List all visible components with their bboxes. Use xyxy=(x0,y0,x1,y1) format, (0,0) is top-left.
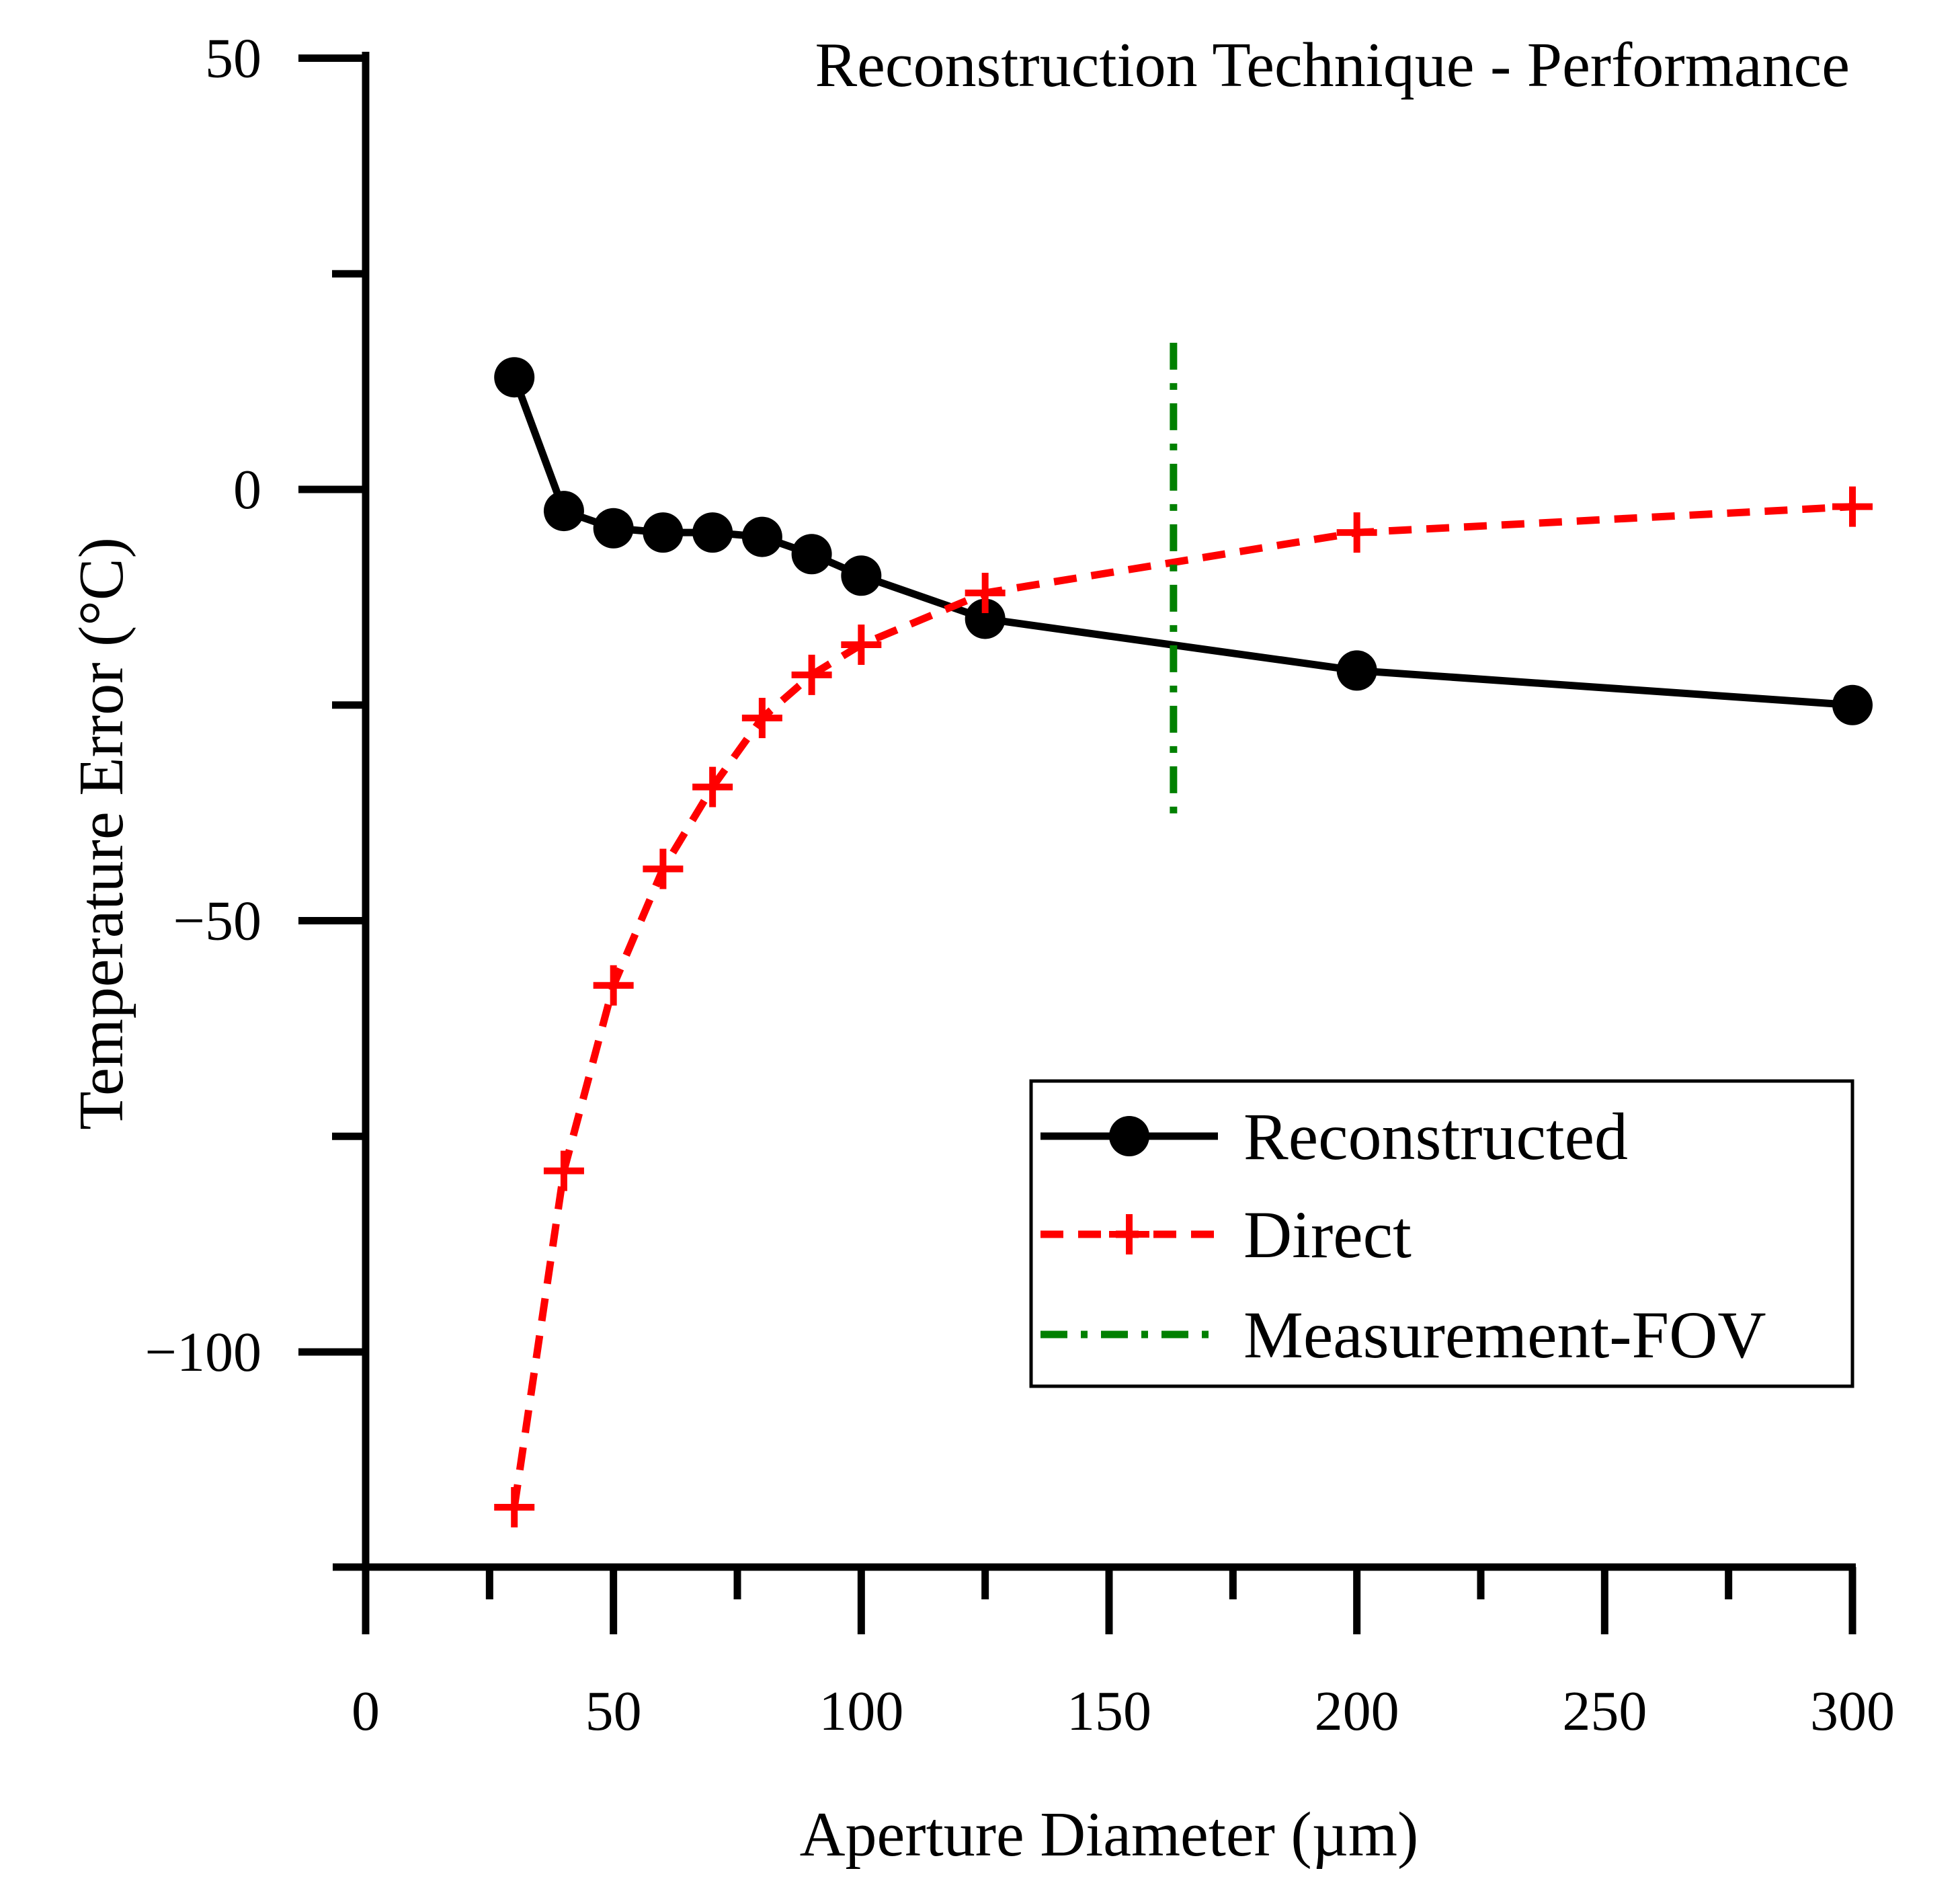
y-tick-label: −100 xyxy=(145,1321,261,1384)
data-point xyxy=(965,598,1006,639)
legend-item: Direct xyxy=(1040,1197,1412,1272)
data-point xyxy=(841,555,882,596)
x-tick-label: 200 xyxy=(1315,1680,1399,1743)
legend-label: Measurement-FOV xyxy=(1243,1297,1766,1372)
series-layer xyxy=(494,342,1873,1527)
axes xyxy=(333,52,1856,1634)
data-point xyxy=(1832,486,1873,527)
legend-items: Reconstructed Direct Measurement-FOV xyxy=(1040,1099,1766,1372)
data-point xyxy=(791,654,832,695)
data-point xyxy=(643,512,684,553)
legend: Reconstructed Direct Measurement-FOV xyxy=(1029,1079,1854,1388)
data-point xyxy=(1336,650,1377,691)
data-point xyxy=(494,357,535,398)
data-point xyxy=(692,766,733,807)
data-point xyxy=(543,1150,584,1191)
data-point xyxy=(593,965,634,1006)
legend-item: Measurement-FOV xyxy=(1040,1297,1766,1372)
x-ticks: 0 50 100 150 200 250 300 xyxy=(352,1567,1895,1743)
series-direct xyxy=(494,486,1873,1527)
data-point xyxy=(1832,684,1873,725)
data-point xyxy=(841,624,882,665)
series-reconstructed xyxy=(494,357,1873,725)
data-point xyxy=(593,508,634,549)
x-axis-title: Aperture Diameter (µm) xyxy=(800,1800,1419,1870)
chart-title: Reconstruction Technique - Performance xyxy=(815,30,1850,100)
y-ticks: 50 0 −50 −100 xyxy=(145,28,366,1384)
x-tick-label: 300 xyxy=(1810,1680,1895,1743)
x-tick-label: 50 xyxy=(585,1680,642,1743)
legend-marker xyxy=(1109,1116,1149,1156)
data-point xyxy=(643,848,684,889)
x-tick-label: 150 xyxy=(1067,1680,1151,1743)
data-point xyxy=(791,534,832,575)
y-tick-label: 50 xyxy=(205,28,261,90)
x-tick-label: 100 xyxy=(819,1680,903,1743)
data-point xyxy=(965,572,1006,613)
data-point xyxy=(494,1486,535,1527)
data-point xyxy=(543,491,584,532)
y-tick-label: −50 xyxy=(173,890,261,953)
data-point xyxy=(692,512,733,553)
y-tick-label: 0 xyxy=(233,458,261,521)
x-tick-label: 250 xyxy=(1562,1680,1647,1743)
legend-label: Reconstructed xyxy=(1243,1099,1628,1174)
x-tick-label: 0 xyxy=(352,1680,380,1743)
legend-item: Reconstructed xyxy=(1040,1099,1628,1174)
data-point xyxy=(1336,512,1377,553)
y-axis-title: Temperature Error (°C) xyxy=(67,537,136,1130)
legend-label: Direct xyxy=(1243,1197,1412,1272)
data-point xyxy=(741,697,782,738)
data-point xyxy=(741,516,782,557)
